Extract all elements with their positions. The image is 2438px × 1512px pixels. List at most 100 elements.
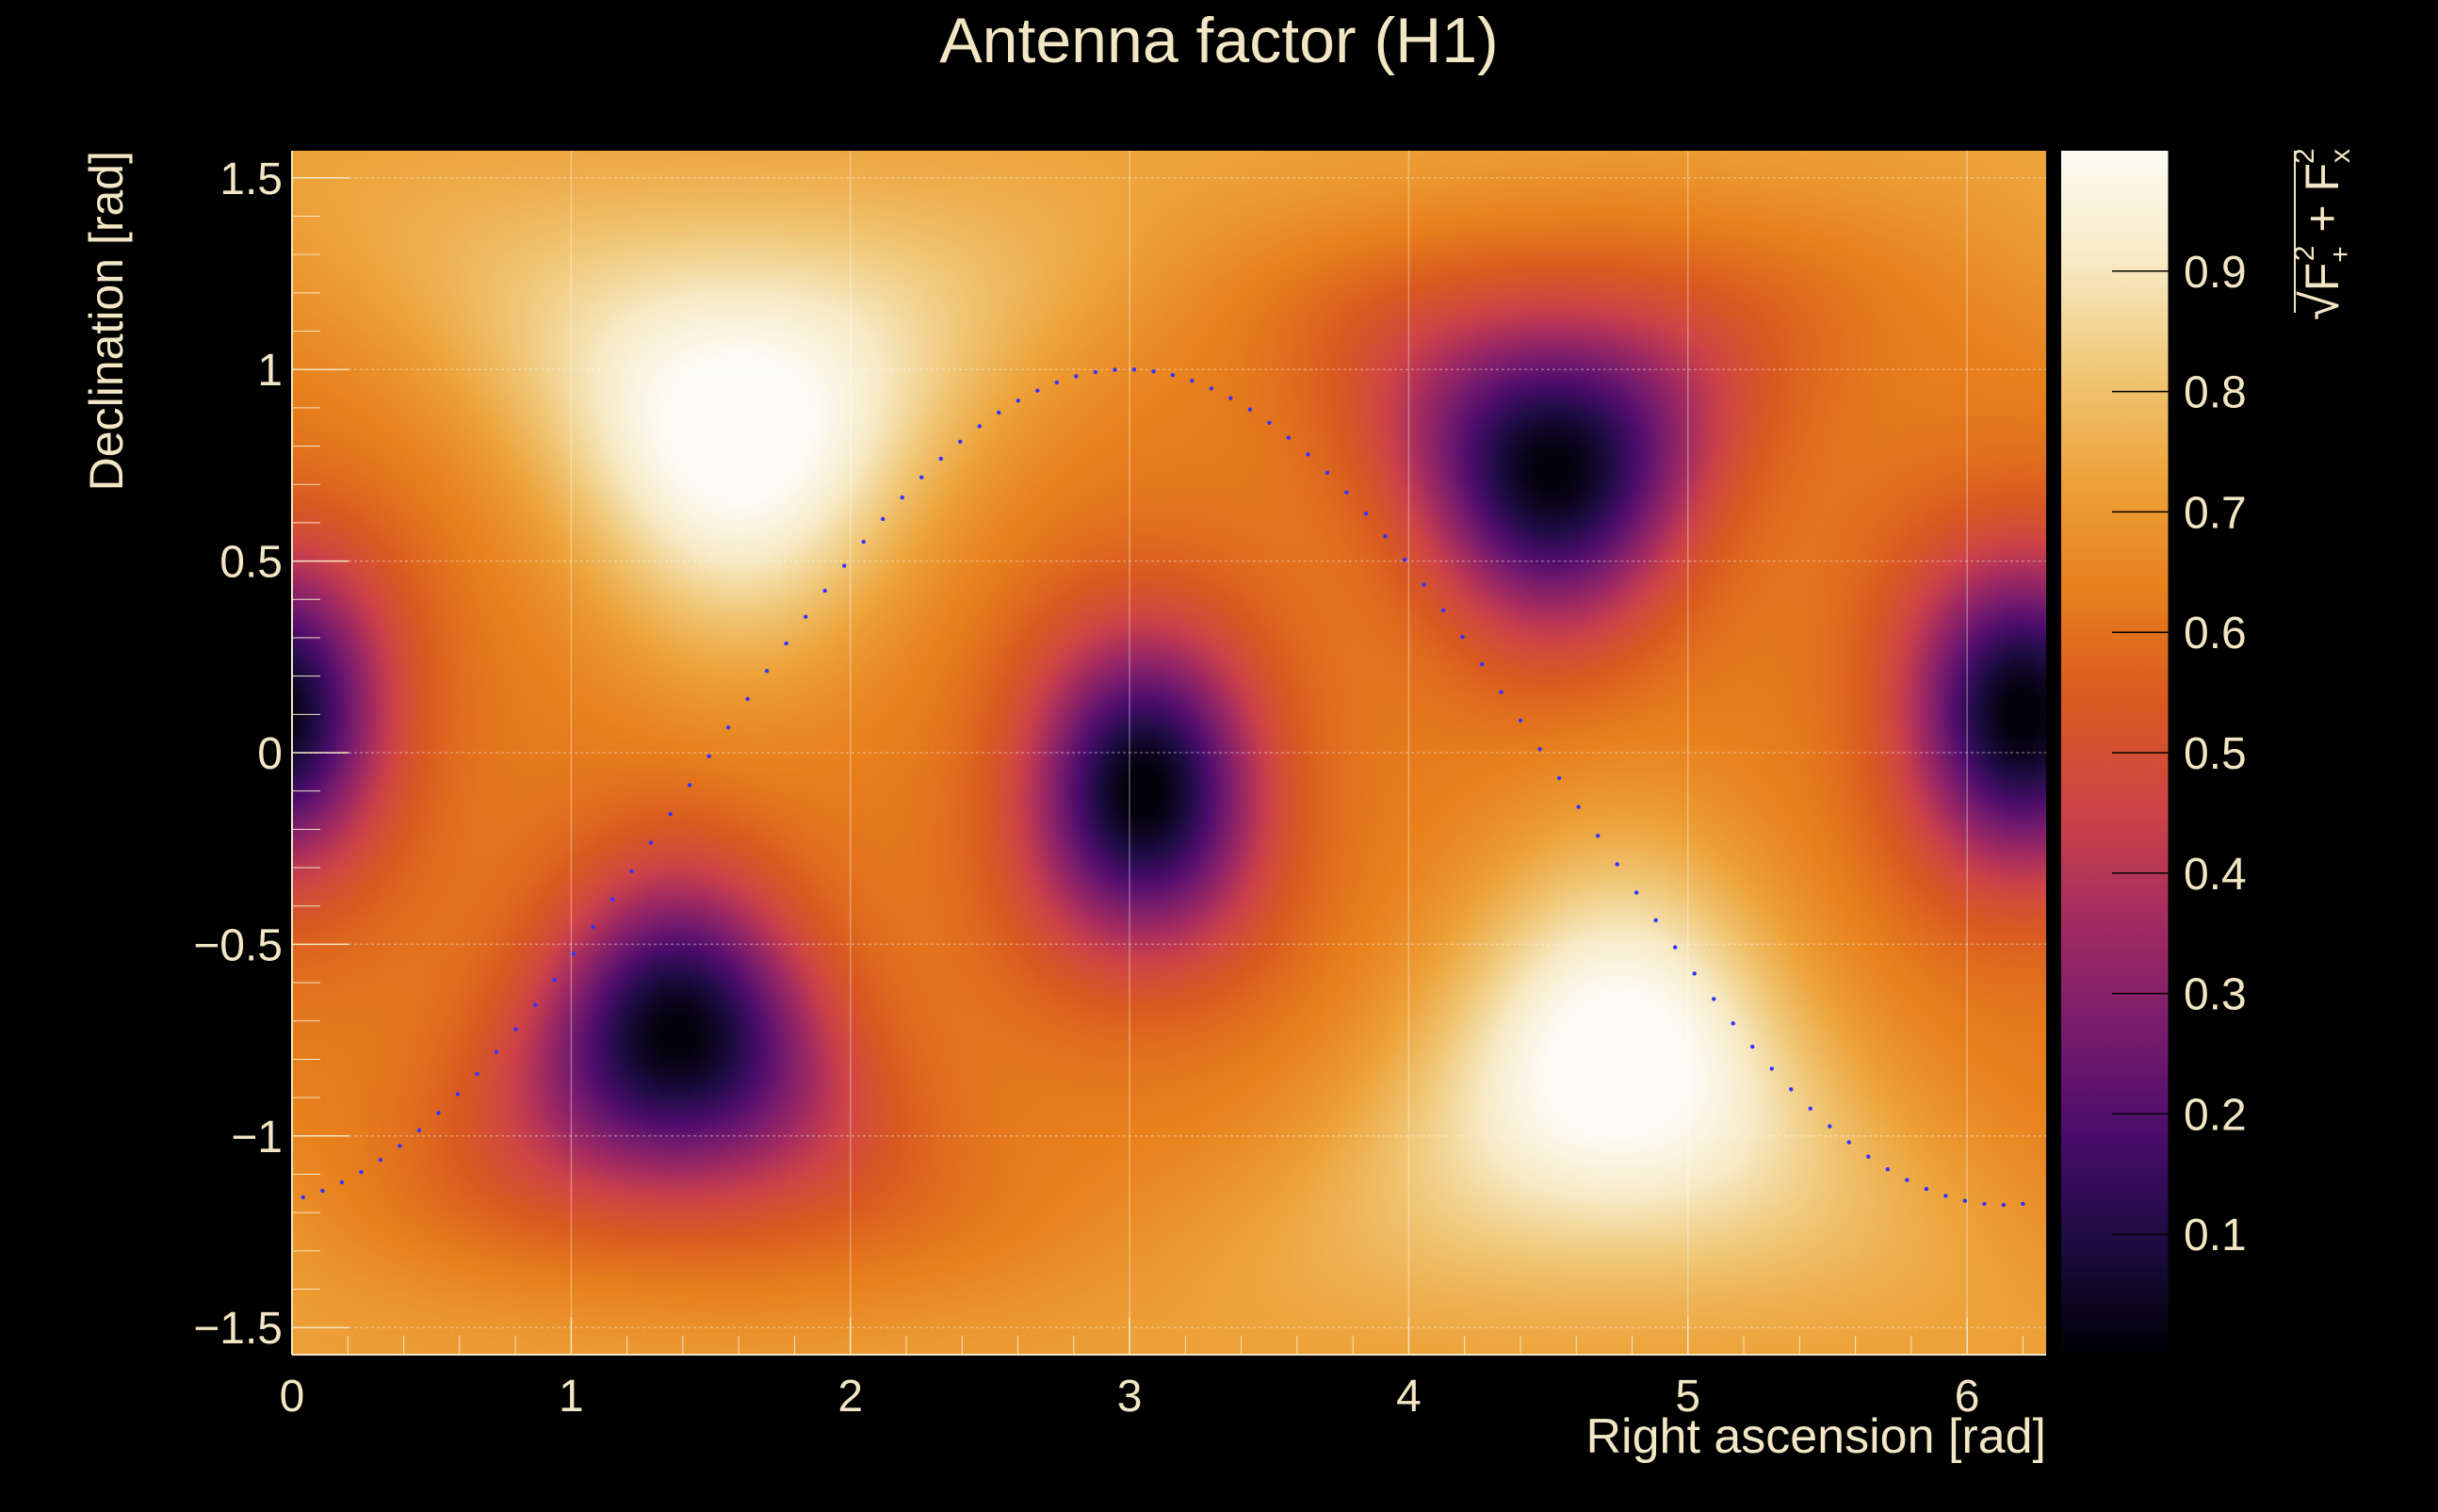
overlay-point: [784, 641, 788, 646]
colorbar: 0.1 0.2 0.3 0.4 0.5 0.6 0.7 0.8 0.9: [2061, 151, 2247, 1355]
overlay-point: [1672, 945, 1678, 950]
overlay-point: [1422, 582, 1426, 587]
overlay-point: [455, 1092, 461, 1097]
y-tick-label: −1: [231, 1113, 283, 1162]
overlay-point: [1074, 374, 1079, 379]
overlay-point: [1499, 690, 1503, 694]
overlay-point: [764, 669, 770, 674]
overlay-point: [2001, 1202, 2007, 1208]
overlay-point: [1962, 1198, 1968, 1203]
overlay-point: [1228, 396, 1233, 400]
x-tick-label: 0: [280, 1372, 305, 1422]
y-tick-label: −0.5: [193, 920, 283, 970]
overlay-point: [997, 410, 1001, 415]
axes: 0 1 2 3 4 5 6 −1.5 −1 −0.5 0 0.5 1 1.5: [193, 151, 2046, 1422]
colorbar-label-text: √F+2 + Fx2: [2289, 148, 2356, 320]
overlay-point: [1633, 890, 1639, 895]
overlay-point: [1035, 388, 1040, 393]
overlay-point: [900, 495, 904, 500]
overlay-point: [1518, 718, 1523, 723]
overlay-point: [475, 1071, 479, 1077]
overlay-point: [745, 696, 750, 702]
overlay-point: [1537, 747, 1542, 752]
grid-lines: [291, 151, 2046, 1355]
x-tick-label: 6: [1955, 1372, 1980, 1422]
overlay-point: [359, 1169, 364, 1175]
overlay-point: [1131, 367, 1137, 372]
overlay-point: [1692, 971, 1697, 976]
colorbar-tick-label: 0.1: [2184, 1211, 2247, 1260]
chart-title: Antenna factor (H1): [939, 5, 1498, 76]
y-tick-label: 1.5: [219, 154, 283, 204]
overlay-point: [398, 1144, 402, 1148]
overlay-point: [1750, 1044, 1755, 1049]
overlay-point: [1479, 661, 1485, 667]
overlay-point: [1808, 1106, 1812, 1111]
overlay-point: [1846, 1140, 1851, 1145]
x-tick-label: 1: [559, 1372, 584, 1422]
overlay-point: [648, 840, 654, 845]
overlay-point: [1016, 398, 1020, 403]
overlay-point: [1905, 1178, 1910, 1182]
overlay-point: [1286, 435, 1292, 440]
overlay-point: [1556, 775, 1562, 781]
overlay-point: [1363, 512, 1369, 516]
overlay-point: [977, 424, 982, 429]
colorbar-label-part: 2: [2289, 148, 2320, 164]
overlay-point: [1113, 367, 1117, 372]
colorbar-label-part: √: [2290, 291, 2349, 320]
y-tick-label: 1: [257, 346, 283, 396]
overlay-point: [513, 1027, 518, 1032]
colorbar-tick-label: 0.8: [2184, 368, 2247, 418]
heatmap-plot-area: [292, 151, 2046, 1355]
overlay-point: [938, 456, 943, 462]
overlay-point: [1383, 533, 1388, 539]
overlay-point: [378, 1158, 383, 1162]
colorbar-tick-label: 0.3: [2184, 970, 2247, 1020]
overlay-point: [1769, 1066, 1774, 1071]
colorbar-tick-label: 0.5: [2184, 729, 2247, 779]
overlay-point: [1866, 1154, 1871, 1160]
overlay-point: [1247, 407, 1253, 412]
x-tick-label: 2: [837, 1372, 863, 1422]
overlay-point: [841, 563, 847, 568]
overlay-point: [571, 951, 577, 956]
overlay-point: [919, 475, 924, 480]
overlay-point: [1170, 372, 1176, 378]
heatmap-image: [292, 151, 2046, 1355]
overlay-point: [629, 869, 634, 874]
overlay-point: [1306, 452, 1310, 457]
overlay-point: [1653, 918, 1658, 923]
overlay-point: [1151, 369, 1156, 374]
overlay-point: [1576, 805, 1581, 809]
colorbar-tick-label: 0.7: [2184, 488, 2247, 538]
overlay-point: [1789, 1087, 1794, 1092]
overlay-point: [1267, 420, 1272, 425]
overlay-point: [958, 439, 963, 445]
colorbar-label-part: F: [2296, 163, 2349, 192]
overlay-point: [803, 614, 808, 619]
overlay-point: [725, 725, 731, 730]
overlay-point: [1924, 1186, 1929, 1192]
overlay-point: [822, 588, 827, 593]
x-tick-label: 3: [1117, 1372, 1143, 1422]
overlay-point: [416, 1128, 422, 1133]
overlay-point: [1190, 379, 1195, 383]
overlay-dotted-series: [301, 367, 2025, 1208]
overlay-point: [1712, 997, 1716, 1001]
overlay-point: [552, 977, 557, 983]
colorbar-label-part: F: [2296, 263, 2349, 292]
overlay-point: [610, 897, 615, 902]
overlay-point: [591, 924, 595, 930]
overlay-point: [532, 1002, 538, 1008]
overlay-point: [1344, 490, 1349, 495]
overlay-point: [320, 1188, 325, 1194]
overlay-point: [1402, 558, 1407, 562]
overlay-point: [861, 539, 866, 545]
x-axis-label: Right ascension [rad]: [1586, 1409, 2047, 1464]
colorbar-label-part: +: [2325, 246, 2356, 263]
overlay-point: [707, 754, 711, 758]
overlay-point: [687, 783, 692, 788]
